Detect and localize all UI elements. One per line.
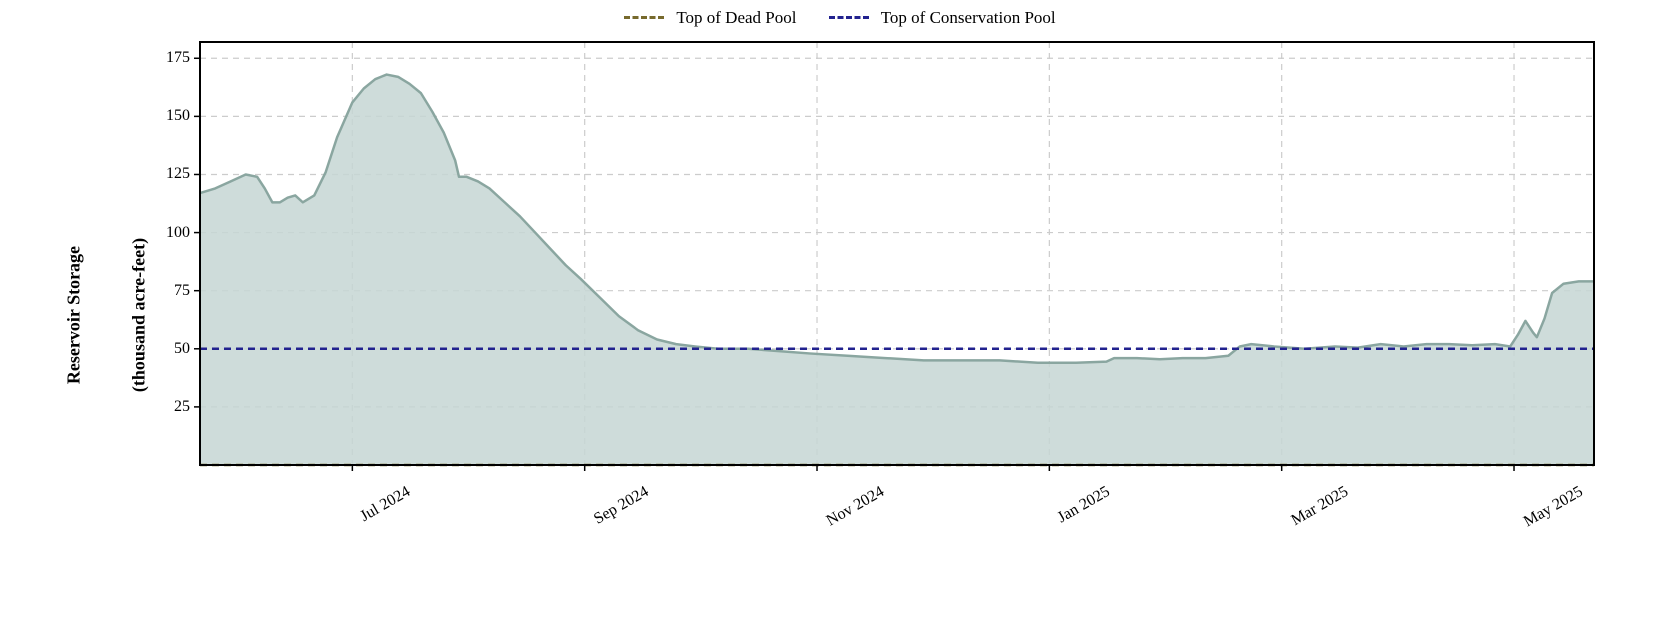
legend-item-conservation-pool: Top of Conservation Pool [829, 8, 1056, 28]
plot-area [0, 0, 1680, 630]
storage-area [200, 75, 1594, 465]
y-tick-label: 25 [145, 398, 190, 416]
y-tick-label: 125 [145, 165, 190, 183]
y-axis-title-line2: (thousand acre-feet) [129, 238, 151, 392]
y-tick-label: 50 [145, 340, 190, 358]
legend-label-dead-pool: Top of Dead Pool [676, 8, 796, 28]
y-axis-title-line1: Reservoir Storage [64, 238, 86, 392]
reservoir-storage-chart: Top of Dead Pool Top of Conservation Poo… [0, 0, 1680, 630]
legend-swatch-conservation-pool [829, 16, 869, 19]
y-tick-label: 175 [145, 49, 190, 67]
legend-label-conservation-pool: Top of Conservation Pool [881, 8, 1056, 28]
y-tick-label: 100 [145, 224, 190, 242]
y-tick-label: 75 [145, 282, 190, 300]
legend-item-dead-pool: Top of Dead Pool [624, 8, 796, 28]
legend-swatch-dead-pool [624, 16, 664, 19]
y-tick-label: 150 [145, 107, 190, 125]
legend: Top of Dead Pool Top of Conservation Poo… [0, 4, 1680, 28]
y-axis-title: Reservoir Storage (thousand acre-feet) [21, 238, 194, 392]
